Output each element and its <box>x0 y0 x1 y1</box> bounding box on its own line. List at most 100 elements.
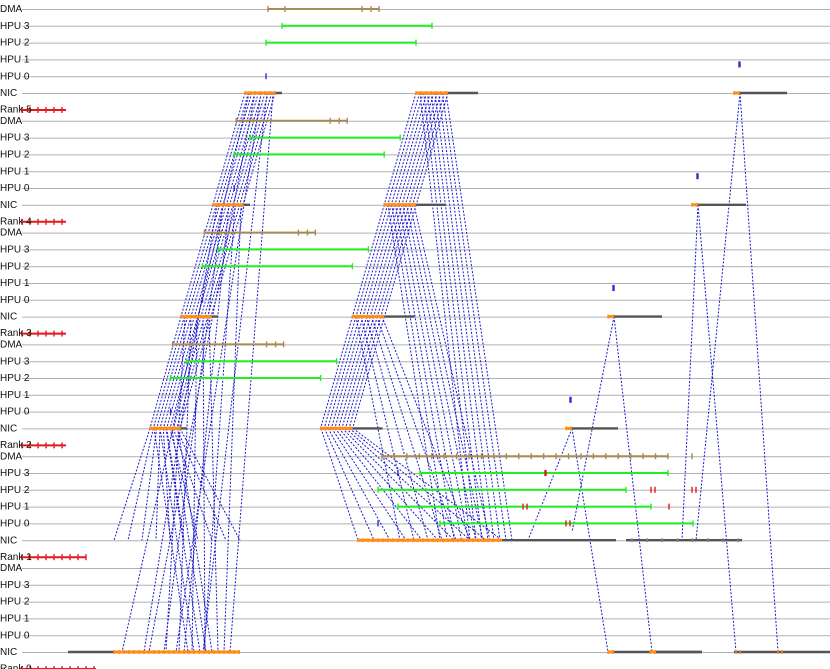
message-line <box>352 316 385 429</box>
rank-label: Rank 2 <box>0 440 32 451</box>
message-line <box>191 316 198 653</box>
row-label: HPU 1 <box>0 278 30 289</box>
message-line <box>402 204 470 541</box>
message-line <box>412 92 445 205</box>
row-label: DMA <box>0 228 23 239</box>
message-line <box>141 428 158 541</box>
message-line <box>419 92 471 541</box>
row-labels: DMA HPU 3 HPU 2 HPU 1 HPU 0 NIC Rank 5 DMA HPU 3… <box>0 4 32 669</box>
message-line <box>373 204 407 317</box>
message-line <box>183 204 217 317</box>
message-line <box>423 92 477 541</box>
message-line <box>179 428 241 541</box>
message-line <box>369 204 403 317</box>
row-label: HPU 0 <box>0 295 30 306</box>
row-label: NIC <box>0 535 17 546</box>
message-line <box>159 428 195 653</box>
message-line <box>183 204 230 653</box>
rank-label: Rank 5 <box>0 105 32 116</box>
message-line <box>159 316 192 429</box>
message-line <box>222 92 256 205</box>
row-label: NIC <box>0 200 17 211</box>
message-line <box>180 204 214 317</box>
row-label: HPU 2 <box>0 485 30 496</box>
row-label: HPU 3 <box>0 21 30 32</box>
row-label: HPU 0 <box>0 71 30 82</box>
message-line <box>681 204 699 541</box>
row-label: HPU 1 <box>0 55 30 66</box>
message-line <box>383 92 417 205</box>
message-line <box>175 92 262 653</box>
message-line <box>212 92 246 205</box>
message-line <box>409 204 484 541</box>
message-line <box>334 428 423 541</box>
message-line <box>323 316 357 429</box>
message-line <box>208 316 219 653</box>
rank-label: Rank 4 <box>0 216 32 227</box>
message-line <box>352 428 503 541</box>
message-line <box>210 204 244 317</box>
message-line <box>405 92 438 205</box>
message-line <box>176 316 209 429</box>
message-line <box>320 428 359 541</box>
message-line <box>153 428 189 653</box>
message-line <box>163 204 224 653</box>
message-line <box>225 92 259 205</box>
row-label: HPU 0 <box>0 630 30 641</box>
message-line <box>360 316 415 541</box>
message-line <box>127 428 154 541</box>
row-label: HPU 3 <box>0 468 30 479</box>
message-line <box>394 92 428 205</box>
message-line <box>320 316 353 429</box>
message-line <box>695 92 741 541</box>
row-label: DMA <box>0 340 23 351</box>
message-line <box>148 92 256 653</box>
message-line <box>171 428 207 653</box>
row-label: DMA <box>0 451 23 462</box>
message-line <box>177 428 213 653</box>
message-line <box>113 428 151 541</box>
message-line <box>121 92 250 653</box>
message-line <box>376 204 410 317</box>
row-label: DMA <box>0 4 23 15</box>
message-line <box>397 92 431 205</box>
message-line <box>162 316 195 429</box>
row-label: HPU 0 <box>0 183 30 194</box>
message-line <box>229 92 263 205</box>
message-line <box>401 92 435 205</box>
message-line <box>355 316 401 541</box>
row-label: HPU 3 <box>0 356 30 367</box>
rank-label: Rank 0 <box>0 664 32 669</box>
message-line <box>149 316 182 429</box>
message-line <box>430 92 489 541</box>
message-line <box>359 204 392 317</box>
message-line <box>341 316 375 429</box>
message-line <box>239 92 273 205</box>
row-label: HPU 1 <box>0 502 30 513</box>
message-line <box>152 316 185 429</box>
message-line <box>203 204 236 653</box>
message-line <box>162 428 171 541</box>
row-label: HPU 1 <box>0 614 30 625</box>
message-line <box>394 204 455 541</box>
row-label: HPU 3 <box>0 133 30 144</box>
message-line <box>219 92 253 205</box>
message-line <box>156 316 189 429</box>
message-line <box>341 428 455 541</box>
message-line <box>215 92 249 205</box>
row-label: NIC <box>0 424 17 435</box>
row-label: HPU 1 <box>0 390 30 401</box>
message-line <box>337 316 371 429</box>
message-line <box>613 316 653 653</box>
message-line <box>390 92 424 205</box>
message-line <box>166 428 185 541</box>
message-line <box>362 204 396 317</box>
activity-bars <box>21 6 830 669</box>
message-line <box>172 428 213 541</box>
message-line <box>391 204 448 541</box>
row-label: HPU 2 <box>0 261 30 272</box>
message-line <box>351 204 385 317</box>
row-label: HPU 0 <box>0 519 30 530</box>
message-line <box>381 316 471 541</box>
message-line <box>387 92 421 205</box>
